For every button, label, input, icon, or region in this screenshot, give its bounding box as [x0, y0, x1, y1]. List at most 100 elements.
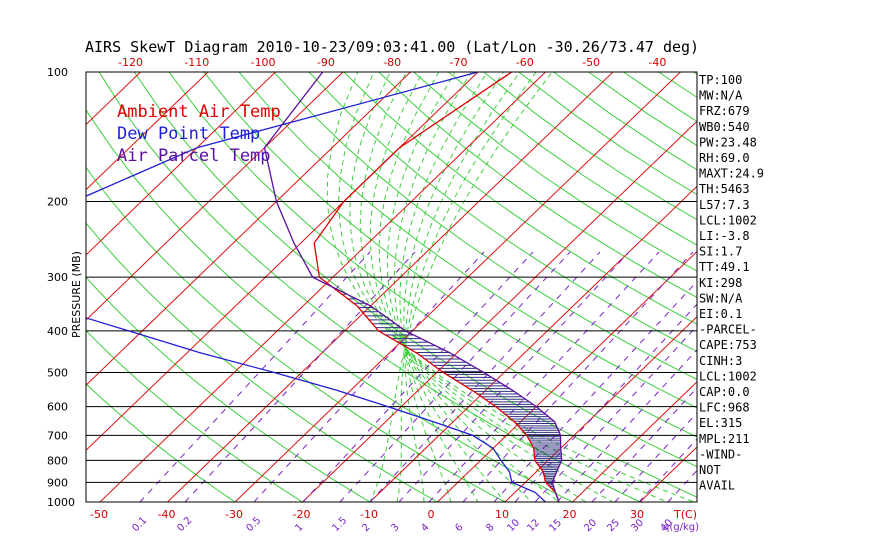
mixing-ratio-line [253, 251, 485, 502]
mixing-ratio-label: 2 [360, 522, 372, 534]
index-entry: PW:23.48 [699, 135, 757, 149]
index-entry: CAP:0.0 [699, 385, 750, 399]
dry-adiabat [168, 72, 697, 468]
isotherm [369, 185, 697, 502]
mixing-ratio-label: 3 [389, 522, 401, 534]
dry-adiabat [308, 72, 697, 353]
dry-adiabat [343, 72, 697, 325]
mixing-ratio-label: 6 [453, 522, 465, 534]
pressure-tick-label: 900 [47, 476, 68, 489]
bottom-temp-tick-label: 20 [563, 508, 577, 521]
mixing-ratio-line [493, 280, 697, 502]
index-entry: FRZ:679 [699, 104, 750, 118]
dry-adiabat [658, 72, 697, 98]
series-line-1 [313, 72, 560, 502]
isotherm [766, 30, 870, 511]
dry-adiabat [518, 72, 697, 196]
bottom-temp-tick-label: -40 [158, 508, 176, 521]
isotherm [86, 72, 412, 386]
dry-adiabat [86, 108, 574, 502]
pressure-tick-label: 700 [47, 429, 68, 442]
bottom-temp-tick-label: -30 [225, 508, 243, 521]
sounding-curves [86, 72, 563, 502]
isotherm [86, 72, 277, 256]
mixing-ratio-label: 1.5 [330, 515, 349, 534]
legend-entry: Air Parcel Temp [117, 146, 271, 166]
moist-adiabat [369, 72, 553, 502]
dry-adiabat [86, 166, 507, 502]
moist-adiabat [404, 72, 521, 502]
isotherm [86, 72, 209, 191]
mixing-ratio-label: 0.5 [244, 515, 263, 534]
temp-unit-label: T(C) [673, 508, 697, 521]
mixing-ratio-line [302, 251, 534, 502]
moist-adiabat [396, 72, 537, 502]
moist-adiabat [403, 72, 505, 502]
index-entry: EL:315 [699, 416, 742, 430]
top-temp-tick-label: -110 [184, 56, 209, 69]
isotherm [571, 381, 697, 502]
mixing-ratio-line [514, 303, 697, 502]
bottom-temp-tick-label: 0 [428, 508, 435, 521]
index-entry: CAPE:753 [699, 338, 757, 352]
moist-adiabat [393, 72, 506, 502]
index-entry: WB0:540 [699, 120, 750, 134]
moist-adiabat [386, 72, 533, 502]
dry-adiabat [203, 72, 697, 438]
bottom-temp-tick-label: 10 [495, 508, 509, 521]
index-entry: TP:100 [699, 73, 742, 87]
index-entry: KI:298 [699, 276, 742, 290]
mixing-ratio-line [428, 251, 660, 502]
index-entry: -WIND- [699, 447, 742, 461]
pressure-tick-label: 600 [47, 401, 68, 414]
isotherm [86, 72, 479, 452]
dry-adiabat [763, 72, 870, 511]
index-entry: MAXT:24.9 [699, 167, 764, 181]
pressure-tick-label: 300 [47, 271, 68, 284]
mixing-ratio-line [398, 251, 630, 502]
isotherm [234, 72, 682, 502]
index-entry: EI:0.1 [699, 307, 742, 321]
index-entry: L57:7.3 [699, 198, 750, 212]
pressure-tick-label: 100 [47, 66, 68, 79]
index-entry: NOT [699, 463, 721, 477]
mixing-ratio-label: 20 [582, 517, 599, 534]
top-temp-tick-label: -40 [648, 56, 666, 69]
plot-frame [85, 71, 698, 503]
mixing-ratio-line [556, 349, 697, 502]
dry-adiabat [273, 72, 697, 381]
index-entry: SI:1.7 [699, 245, 742, 259]
mixing-ratio-label: 12 [525, 517, 542, 534]
top-temp-tick-label: -50 [582, 56, 600, 69]
mixing-unit-label: q(g/kg) [663, 522, 699, 533]
index-entry: LFC:968 [699, 401, 750, 415]
isotherm [504, 315, 697, 502]
dry-adiabat [86, 276, 371, 502]
mixing-ratio-label: 8 [484, 522, 496, 534]
cape-hatch [334, 289, 562, 492]
moist-adiabat [359, 72, 615, 502]
index-entry: RH:69.0 [699, 151, 750, 165]
pressure-tick-label: 200 [47, 195, 68, 208]
pressure-tick-label: 400 [47, 325, 68, 338]
grid [86, 30, 870, 511]
mixing-ratio-label: 25 [605, 517, 622, 534]
dry-adiabat [798, 72, 870, 511]
pressure-tick-label: 800 [47, 454, 68, 467]
isotherm [301, 120, 697, 502]
dry-adiabat [378, 72, 697, 298]
dry-adiabat [86, 329, 304, 502]
series-line-3 [263, 72, 563, 502]
index-entry: LI:-3.8 [699, 229, 750, 243]
isotherm [86, 72, 142, 126]
mixing-ratio-label: 1 [293, 522, 305, 534]
top-temp-tick-label: -100 [251, 56, 276, 69]
index-entry: MPL:211 [699, 432, 750, 446]
isotherm [86, 72, 344, 321]
pressure-tick-label: 500 [47, 367, 68, 380]
y-axis-label: PRESSURE (MB) [70, 251, 83, 338]
dry-adiabat [833, 72, 870, 511]
series-line-2 [86, 72, 546, 502]
isotherm [639, 446, 697, 502]
